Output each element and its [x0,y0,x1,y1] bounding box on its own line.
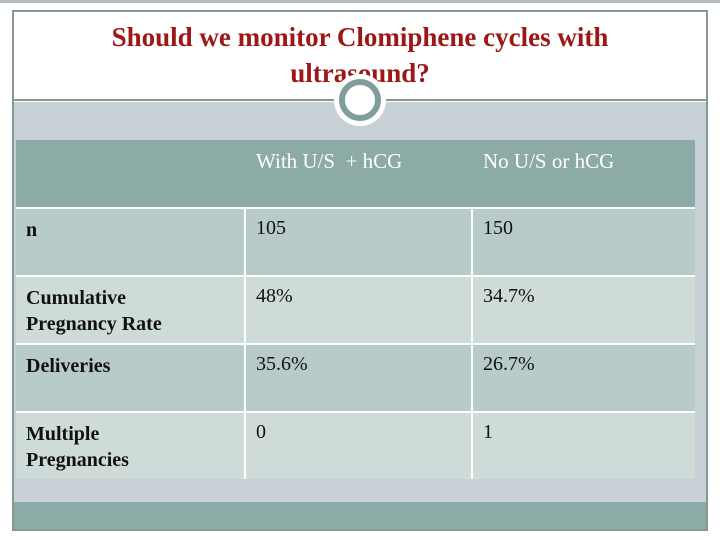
row-deliveries-no-us-value: 26.7% [473,345,695,411]
header-cell-row-labels [16,140,246,207]
row-pregnancy-rate-with-us-value: 48% [246,277,471,343]
row-pregnancy-rate-no-us-value: 34.7% [473,277,695,343]
comparison-table: With U/S + hCG No U/S or hCG n 105 150 C… [16,140,695,479]
row-n-label: n [16,209,244,275]
row-n-no-us-value: 150 [473,209,695,275]
row-label-text: Deliveries [26,355,111,377]
row-multiple-pregnancies-no-us-value: 1 [473,413,695,479]
header-cell-with-us: With U/S + hCG [256,149,403,173]
row-n-with-us-value: 105 [246,209,471,275]
row-multiple-pregnancies-with-us-value: 0 [246,413,471,479]
row-label-text: n [26,219,38,241]
row-label-text: Multiple Pregnancies [26,423,129,471]
header-cell-no-us: No U/S or hCG [483,149,615,173]
footer-bar [14,502,706,529]
table-header-row: With U/S + hCG No U/S or hCG [16,140,695,209]
row-deliveries-with-us-value: 35.6% [246,345,471,411]
circle-ornament [339,79,381,121]
table-body: n 105 150 Cumulative Pregnancy Rate 48% … [16,209,695,479]
row-deliveries-label: Deliveries [16,345,244,411]
row-multiple-pregnancies-label: Multiple Pregnancies [16,413,244,479]
slide-title: Should we monitor Clomiphene cycles with… [111,22,609,88]
top-edge-strip [0,0,720,3]
row-label-text: Cumulative Pregnancy Rate [26,287,162,335]
row-pregnancy-rate-label: Cumulative Pregnancy Rate [16,277,244,343]
